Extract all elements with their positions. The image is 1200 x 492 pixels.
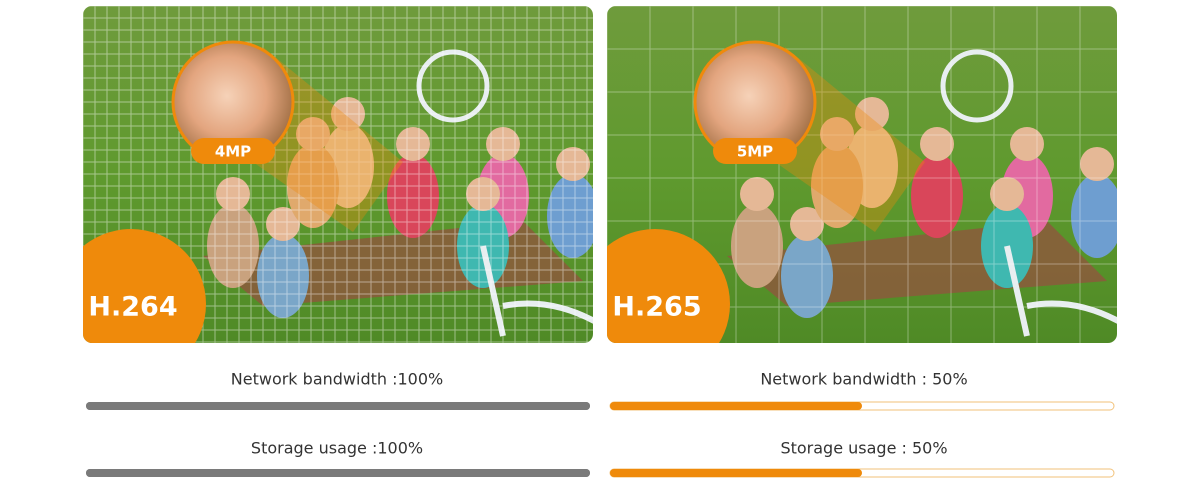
person-body [207, 204, 259, 288]
person-head [820, 117, 854, 151]
codec-badge [83, 229, 206, 343]
person-head [216, 177, 250, 211]
person-body [387, 154, 439, 238]
metric-label: Network bandwidth : 50% [760, 370, 967, 389]
person-body [1071, 174, 1117, 258]
person-head [331, 97, 365, 131]
resolution-label: 4MP [215, 143, 251, 161]
person-head [556, 147, 590, 181]
resolution-pill [713, 138, 797, 164]
person-head [396, 127, 430, 161]
bike-front [1004, 245, 1117, 337]
person-head [855, 97, 889, 131]
person-head [266, 207, 300, 241]
codec-label: H.265 [612, 292, 701, 323]
person-head [990, 177, 1024, 211]
metric-bar [86, 469, 590, 477]
bike-wheel [940, 49, 1014, 123]
metric-label: Storage usage :100% [251, 439, 423, 458]
person-head [740, 177, 774, 211]
person-body [911, 154, 963, 238]
codec-label: H.264 [88, 292, 177, 323]
resolution-pill [191, 138, 275, 164]
person-body [287, 144, 339, 228]
resolution-label: 5MP [737, 143, 773, 161]
metric-bar [610, 469, 862, 477]
person-body [731, 204, 783, 288]
codec-badge [607, 229, 730, 343]
grid-overlay [83, 6, 593, 343]
grid-overlay [607, 6, 1117, 343]
person-head [790, 207, 824, 241]
photo: 5MP H.265 [607, 6, 1117, 343]
person-head [296, 117, 330, 151]
bike-front [480, 245, 593, 337]
person-head [920, 127, 954, 161]
person-body [811, 144, 863, 228]
person-body [781, 234, 833, 318]
person-head [486, 127, 520, 161]
metric-label: Network bandwidth :100% [231, 370, 443, 389]
metric-label: Storage usage : 50% [780, 439, 947, 458]
metric-bar [86, 402, 590, 410]
person-head [466, 177, 500, 211]
metric-bar [610, 402, 862, 410]
person-body [547, 174, 593, 258]
person-body [257, 234, 309, 318]
person-head [1080, 147, 1114, 181]
photo: 4MP H.264 [83, 6, 593, 343]
person-head [1010, 127, 1044, 161]
bike-wheel [416, 49, 490, 123]
